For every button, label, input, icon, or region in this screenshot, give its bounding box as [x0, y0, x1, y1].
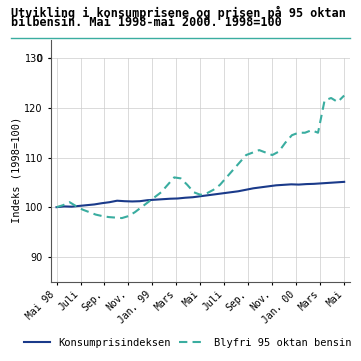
- Blyfri 95 oktan bensin: [211, 188, 216, 192]
- Konsumprisindeksen: [160, 197, 165, 201]
- Blyfri 95 oktan bensin: [100, 214, 104, 218]
- Blyfri 95 oktan bensin: [270, 153, 274, 157]
- Blyfri 95 oktan bensin: [238, 160, 242, 165]
- Blyfri 95 oktan bensin: [139, 205, 144, 209]
- Konsumprisindeksen: [84, 203, 89, 207]
- Blyfri 95 oktan bensin: [87, 210, 91, 214]
- Konsumprisindeksen: [191, 195, 195, 199]
- Konsumprisindeksen: [244, 188, 248, 192]
- Konsumprisindeksen: [266, 184, 271, 188]
- Text: bilbensin. Mai 1998-mai 2000. 1998=100: bilbensin. Mai 1998-mai 2000. 1998=100: [11, 16, 282, 29]
- Blyfri 95 oktan bensin: [93, 212, 98, 217]
- Blyfri 95 oktan bensin: [126, 214, 131, 218]
- Y-axis label: Indeks (1998=100): Indeks (1998=100): [12, 117, 22, 223]
- Konsumprisindeksen: [319, 181, 323, 186]
- Konsumprisindeksen: [236, 189, 240, 193]
- Blyfri 95 oktan bensin: [198, 192, 203, 197]
- Blyfri 95 oktan bensin: [309, 128, 314, 132]
- Konsumprisindeksen: [251, 186, 256, 191]
- Konsumprisindeksen: [327, 181, 331, 185]
- Blyfri 95 oktan bensin: [179, 176, 183, 180]
- Konsumprisindeksen: [145, 198, 149, 203]
- Konsumprisindeksen: [297, 182, 301, 187]
- Konsumprisindeksen: [92, 202, 96, 206]
- Konsumprisindeksen: [77, 204, 82, 208]
- Blyfri 95 oktan bensin: [133, 210, 137, 214]
- Blyfri 95 oktan bensin: [68, 200, 72, 204]
- Blyfri 95 oktan bensin: [251, 151, 255, 155]
- Konsumprisindeksen: [122, 199, 127, 203]
- Blyfri 95 oktan bensin: [342, 93, 346, 98]
- Text: Utvikling i konsumprisene og prisen på 95 oktan: Utvikling i konsumprisene og prisen på 9…: [11, 5, 346, 19]
- Blyfri 95 oktan bensin: [322, 98, 327, 103]
- Konsumprisindeksen: [175, 196, 180, 201]
- Blyfri 95 oktan bensin: [316, 131, 320, 135]
- Blyfri 95 oktan bensin: [81, 208, 85, 212]
- Konsumprisindeksen: [138, 199, 142, 203]
- Konsumprisindeksen: [206, 193, 210, 197]
- Konsumprisindeksen: [107, 200, 112, 204]
- Blyfri 95 oktan bensin: [231, 168, 235, 172]
- Konsumprisindeksen: [183, 196, 187, 200]
- Konsumprisindeksen: [282, 183, 286, 187]
- Konsumprisindeksen: [55, 205, 59, 209]
- Konsumprisindeksen: [312, 182, 316, 186]
- Konsumprisindeksen: [153, 197, 157, 202]
- Blyfri 95 oktan bensin: [264, 151, 268, 155]
- Blyfri 95 oktan bensin: [165, 183, 170, 187]
- Konsumprisindeksen: [130, 199, 134, 204]
- Konsumprisindeksen: [342, 180, 346, 184]
- Konsumprisindeksen: [334, 180, 339, 184]
- Konsumprisindeksen: [115, 199, 119, 203]
- Blyfri 95 oktan bensin: [192, 190, 196, 195]
- Blyfri 95 oktan bensin: [277, 149, 281, 154]
- Blyfri 95 oktan bensin: [290, 133, 294, 138]
- Blyfri 95 oktan bensin: [205, 191, 209, 195]
- Blyfri 95 oktan bensin: [244, 153, 248, 157]
- Konsumprisindeksen: [168, 196, 172, 201]
- Konsumprisindeksen: [198, 194, 203, 199]
- Blyfri 95 oktan bensin: [296, 131, 301, 135]
- Blyfri 95 oktan bensin: [224, 175, 229, 179]
- Konsumprisindeksen: [70, 204, 74, 209]
- Blyfri 95 oktan bensin: [61, 203, 65, 207]
- Legend: Konsumprisindeksen, Blyfri 95 oktan bensin: Konsumprisindeksen, Blyfri 95 oktan bens…: [20, 334, 356, 352]
- Konsumprisindeksen: [229, 190, 233, 195]
- Blyfri 95 oktan bensin: [120, 216, 124, 220]
- Blyfri 95 oktan bensin: [55, 205, 59, 209]
- Blyfri 95 oktan bensin: [146, 200, 150, 204]
- Blyfri 95 oktan bensin: [172, 175, 177, 179]
- Blyfri 95 oktan bensin: [218, 183, 222, 187]
- Line: Konsumprisindeksen: Konsumprisindeksen: [57, 182, 344, 207]
- Blyfri 95 oktan bensin: [303, 131, 307, 135]
- Konsumprisindeksen: [304, 182, 309, 186]
- Konsumprisindeksen: [274, 183, 278, 187]
- Blyfri 95 oktan bensin: [159, 190, 163, 195]
- Blyfri 95 oktan bensin: [335, 100, 340, 104]
- Konsumprisindeksen: [100, 201, 104, 205]
- Konsumprisindeksen: [221, 191, 225, 195]
- Konsumprisindeksen: [259, 185, 263, 190]
- Blyfri 95 oktan bensin: [106, 215, 111, 219]
- Blyfri 95 oktan bensin: [152, 195, 157, 199]
- Blyfri 95 oktan bensin: [329, 96, 333, 100]
- Blyfri 95 oktan bensin: [113, 216, 118, 220]
- Konsumprisindeksen: [289, 182, 293, 187]
- Blyfri 95 oktan bensin: [185, 183, 190, 187]
- Line: Blyfri 95 oktan bensin: Blyfri 95 oktan bensin: [57, 96, 344, 218]
- Blyfri 95 oktan bensin: [74, 204, 78, 208]
- Blyfri 95 oktan bensin: [257, 148, 261, 152]
- Konsumprisindeksen: [62, 204, 66, 209]
- Konsumprisindeksen: [213, 192, 218, 196]
- Blyfri 95 oktan bensin: [283, 140, 287, 145]
